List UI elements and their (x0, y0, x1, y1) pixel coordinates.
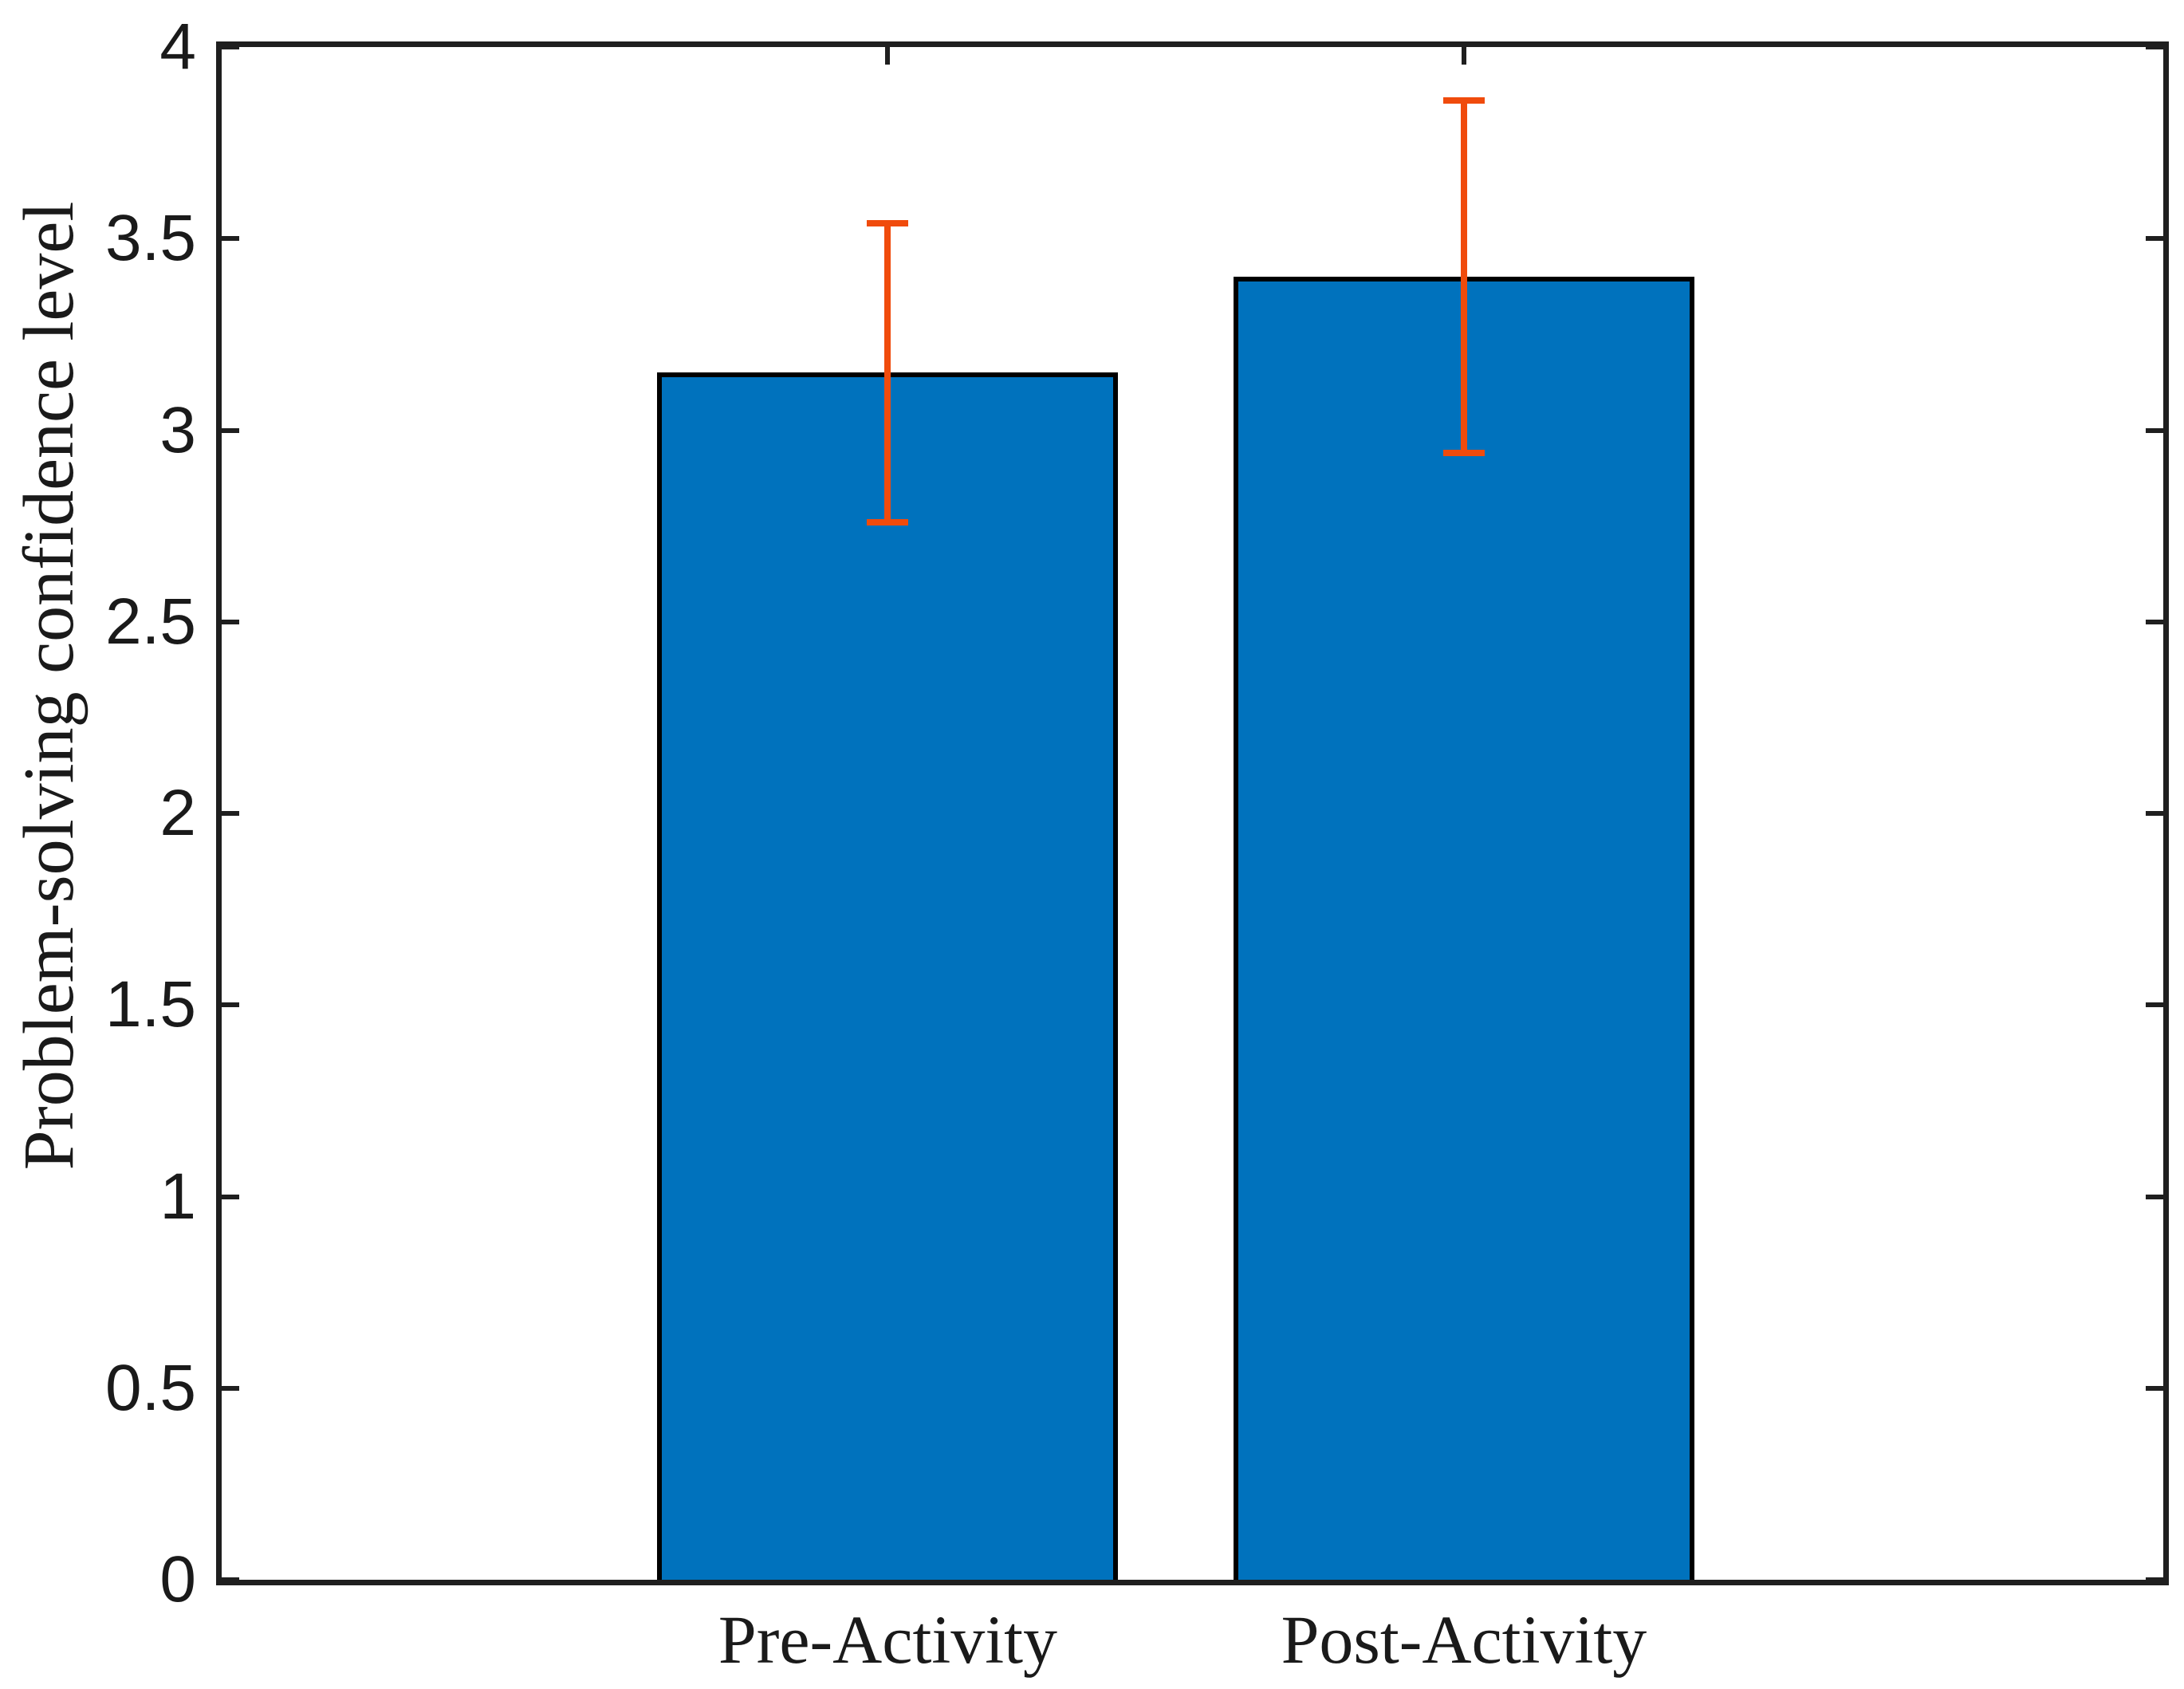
y-tick-label: 0 (159, 1543, 196, 1616)
bar-post-activity (1233, 277, 1694, 1580)
error-bar-cap-bottom (867, 518, 909, 526)
y-tick-right (2146, 427, 2163, 433)
y-tick-label: 2.5 (105, 585, 196, 658)
y-tick-label: 1 (159, 1159, 196, 1233)
y-tick-right (2146, 1385, 2163, 1391)
y-tick-left (222, 236, 239, 242)
y-tick-left (222, 1002, 239, 1008)
x-tick-label: Post-Activity (1281, 1601, 1647, 1678)
error-bar-line (1460, 100, 1467, 454)
y-tick-left (222, 811, 239, 816)
y-tick-right (2146, 236, 2163, 242)
y-tick-right (2146, 1577, 2163, 1582)
x-tick-top (885, 47, 891, 65)
y-tick-right (2146, 1002, 2163, 1008)
y-tick-left (222, 427, 239, 433)
x-tick-label: Pre-Activity (718, 1601, 1058, 1678)
y-tick-left (222, 1577, 239, 1582)
y-tick-right (2146, 45, 2163, 49)
y-tick-left (222, 45, 239, 49)
y-tick-label: 3.5 (105, 202, 196, 275)
y-tick-right (2146, 1194, 2163, 1199)
plot-area (216, 41, 2169, 1585)
x-tick-top (1461, 47, 1466, 65)
y-tick-label: 2 (159, 777, 196, 849)
error-bar-cap-top (867, 220, 909, 227)
y-tick-label: 4 (159, 10, 196, 83)
y-tick-left (222, 619, 239, 624)
y-tick-left (222, 1385, 239, 1391)
error-bar-cap-top (1442, 97, 1485, 104)
error-bar-line (884, 223, 891, 522)
y-tick-label: 3 (159, 393, 196, 467)
y-tick-right (2146, 619, 2163, 624)
y-tick-right (2146, 811, 2163, 816)
error-bar-cap-bottom (1442, 450, 1485, 457)
y-tick-left (222, 1194, 239, 1199)
y-tick-label: 1.5 (105, 968, 196, 1041)
y-tick-label: 0.5 (105, 1351, 196, 1424)
bar-pre-activity (657, 372, 1119, 1580)
